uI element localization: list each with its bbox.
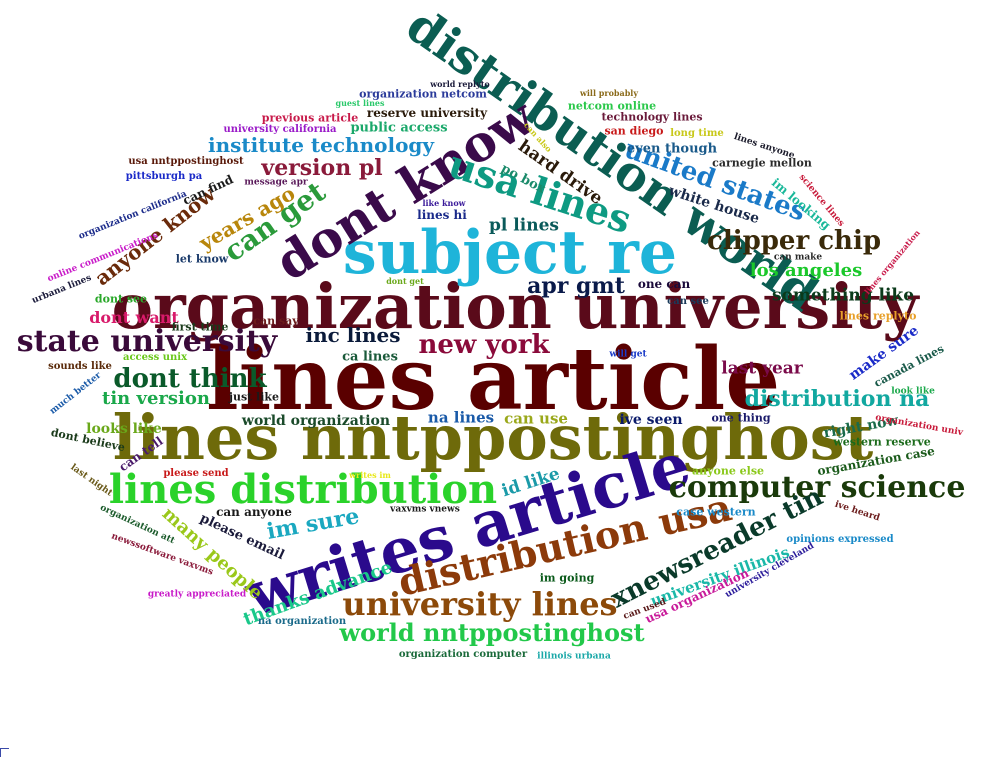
- word: can see: [667, 296, 709, 307]
- word: distribution na: [744, 386, 930, 412]
- word: pittsburgh pa: [125, 171, 203, 182]
- word: let know: [175, 252, 229, 266]
- word: will probably: [580, 88, 638, 98]
- word: even though: [626, 141, 718, 157]
- word: dont want: [89, 308, 179, 327]
- word: greatly appreciated: [147, 589, 247, 600]
- word: guest lines: [335, 98, 385, 108]
- word: computer science: [668, 470, 966, 505]
- word: vaxvms vnews: [390, 504, 460, 515]
- word: look like: [891, 386, 935, 397]
- word: like know: [422, 198, 466, 208]
- word: institute technology: [207, 133, 435, 157]
- word: looks like: [86, 421, 162, 437]
- word: organization university: [111, 270, 919, 343]
- corner-mark: [0, 748, 9, 757]
- word: lines replyto: [839, 309, 917, 323]
- word: lines hi: [417, 208, 467, 222]
- word: world nntppostinghost: [339, 618, 645, 647]
- word: world replyto: [430, 79, 490, 89]
- word: illinois urbana: [537, 651, 611, 662]
- word: writes im: [349, 470, 391, 480]
- word: im going: [539, 571, 595, 585]
- word: please send: [163, 468, 229, 479]
- word: lines nntppostinghost: [112, 401, 874, 474]
- word: can use: [504, 409, 568, 428]
- word: technology lines: [601, 110, 703, 124]
- word: much better: [48, 370, 104, 417]
- word: state university: [16, 324, 278, 359]
- word: na organization: [257, 616, 347, 627]
- word: san diego: [604, 124, 664, 138]
- word: sounds like: [48, 361, 112, 372]
- word: dont think: [113, 364, 267, 394]
- word: opinions expressed: [786, 534, 894, 545]
- word: university lines: [342, 585, 618, 623]
- word: dont get: [386, 276, 424, 286]
- word: case western: [676, 505, 756, 519]
- word: lines article: [205, 329, 781, 430]
- word: pl lines: [489, 215, 559, 236]
- word: long time: [670, 128, 724, 139]
- word: ca lines: [342, 349, 398, 365]
- word: university california: [223, 124, 337, 135]
- word: tin version: [102, 388, 210, 409]
- word: ive seen: [619, 412, 683, 428]
- word: na lines: [427, 408, 495, 427]
- word: organization netcom: [359, 87, 487, 101]
- word: version pl: [261, 155, 383, 181]
- word: reserve university: [366, 106, 488, 120]
- word: los angeles: [749, 260, 863, 281]
- word: public access: [350, 120, 448, 136]
- word: clipper chip: [706, 226, 882, 256]
- word: can make: [773, 252, 823, 263]
- word: access unix: [122, 352, 188, 363]
- word: can anyone: [216, 505, 292, 519]
- word: will get: [609, 349, 647, 360]
- word: one thing: [711, 411, 771, 425]
- word: can say: [253, 314, 299, 328]
- word: netcom online: [567, 99, 657, 113]
- word: usa nntppostinghost: [128, 156, 244, 167]
- word: subject re: [342, 218, 678, 288]
- word: message apr: [244, 177, 308, 188]
- word: dont see: [94, 292, 148, 306]
- word: carnegie mellon: [712, 156, 812, 170]
- word: apr gmt: [527, 273, 625, 299]
- word: last night: [68, 462, 115, 499]
- word: world organization: [241, 413, 391, 429]
- word: one can: [637, 277, 691, 291]
- word: just like: [228, 390, 280, 404]
- word: last year: [721, 358, 803, 379]
- word: lines distribution: [108, 466, 498, 513]
- word: previous article: [261, 111, 359, 125]
- word: new york: [418, 330, 550, 360]
- word: western reserve: [833, 435, 931, 449]
- word: anyone else: [691, 464, 765, 478]
- word: inc lines: [305, 323, 401, 347]
- word: something like: [771, 285, 915, 306]
- word: first time: [171, 320, 229, 334]
- word: organization computer: [398, 649, 528, 660]
